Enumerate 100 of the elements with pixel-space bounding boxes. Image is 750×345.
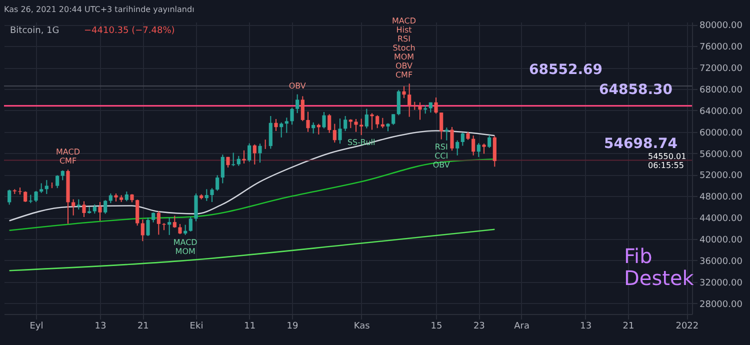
line-series bbox=[8, 228, 496, 272]
y-tick-label: 32000.00 bbox=[700, 278, 743, 288]
x-tick-label: Ara bbox=[514, 322, 530, 332]
candlestick bbox=[300, 96, 304, 122]
x-tick-label: 15 bbox=[430, 322, 442, 332]
ref-line-label: 68552.69 bbox=[529, 62, 603, 78]
candlestick bbox=[402, 86, 406, 99]
candlestick bbox=[56, 174, 60, 189]
candlestick bbox=[258, 143, 262, 164]
candlestick bbox=[216, 174, 220, 192]
y-tick-label: 56000.00 bbox=[700, 150, 743, 160]
candlestick bbox=[184, 224, 188, 236]
y-tick-label: 72000.00 bbox=[700, 64, 743, 74]
candlestick bbox=[306, 111, 310, 132]
candlestick bbox=[268, 116, 272, 150]
candlestick bbox=[328, 114, 332, 134]
x-tick-label: 13 bbox=[580, 322, 592, 332]
candlestick bbox=[104, 200, 108, 214]
x-tick-label: 23 bbox=[473, 322, 485, 332]
candlestick bbox=[332, 123, 336, 144]
candlestick bbox=[344, 116, 348, 132]
candlestick bbox=[98, 202, 102, 222]
annotation: MACD MOM bbox=[173, 238, 198, 256]
annotation: 06:15:55 bbox=[648, 161, 684, 170]
candlestick bbox=[60, 170, 64, 181]
candlestick bbox=[146, 217, 150, 237]
candlestick bbox=[434, 97, 438, 114]
candlestick bbox=[476, 142, 480, 158]
candlestick bbox=[178, 223, 182, 235]
y-tick-label: 44000.00 bbox=[700, 214, 743, 224]
candlestick bbox=[76, 198, 80, 210]
candlestick bbox=[82, 200, 86, 218]
x-tick-label: 2022 bbox=[676, 322, 699, 332]
candlestick bbox=[40, 182, 44, 194]
candlestick bbox=[456, 140, 460, 156]
y-tick-label: 76000.00 bbox=[700, 42, 743, 53]
annotation: Fib Destek bbox=[624, 244, 694, 290]
candlestick bbox=[248, 142, 252, 162]
candlestick bbox=[136, 199, 140, 226]
annotation: MACD Hist RSI Stoch MOM OBV CMF bbox=[392, 16, 416, 80]
candlestick bbox=[290, 107, 294, 126]
chart-subtitle: −4410.35 (−7.48%) bbox=[84, 26, 175, 36]
candlestick bbox=[440, 112, 444, 140]
y-tick-label: 60000.00 bbox=[700, 128, 743, 138]
candlestick bbox=[492, 136, 496, 168]
y-tick-label: 68000.00 bbox=[700, 85, 743, 96]
candlestick bbox=[18, 187, 22, 196]
y-tick-label: 40000.00 bbox=[700, 235, 743, 246]
x-tick-label: 11 bbox=[244, 322, 256, 332]
candlestick bbox=[488, 134, 492, 148]
annotation: MACD CMF bbox=[56, 148, 80, 166]
candlestick bbox=[376, 114, 380, 129]
x-tick-label: Eki bbox=[190, 322, 204, 332]
candlestick bbox=[232, 152, 236, 167]
candlestick bbox=[408, 83, 412, 118]
ref-line-label: 64858.30 bbox=[599, 82, 673, 98]
candlestick bbox=[354, 118, 358, 132]
candlestick bbox=[168, 217, 172, 236]
candlestick bbox=[8, 189, 12, 206]
y-tick-label: 36000.00 bbox=[700, 256, 743, 267]
x-tick-label: Eyl bbox=[30, 322, 44, 332]
annotation: OBV bbox=[288, 81, 306, 90]
y-tick-label: 48000.00 bbox=[700, 192, 743, 203]
candlestick bbox=[412, 101, 416, 110]
candlestick bbox=[396, 90, 400, 116]
candlestick bbox=[472, 135, 476, 156]
candlestick bbox=[194, 192, 198, 222]
x-tick-label: 19 bbox=[286, 322, 298, 332]
x-tick-label: 21 bbox=[137, 322, 149, 332]
candlestick bbox=[156, 210, 160, 236]
candlestick bbox=[44, 180, 48, 194]
candlestick bbox=[338, 118, 342, 144]
candlestick bbox=[312, 122, 316, 134]
candlestick bbox=[34, 190, 38, 203]
x-tick-label: 21 bbox=[622, 322, 634, 332]
candlestick bbox=[444, 127, 448, 141]
candlestick bbox=[392, 114, 396, 126]
candlestick bbox=[280, 122, 284, 138]
candlestick bbox=[92, 204, 96, 214]
candlestick bbox=[418, 102, 422, 120]
chart-title: Bitcoin, 1G bbox=[10, 26, 60, 36]
candlestick bbox=[108, 192, 112, 204]
y-tick-label: 64000.00 bbox=[700, 106, 743, 117]
candlestick bbox=[210, 188, 214, 203]
candlestick bbox=[364, 108, 368, 129]
candlestick bbox=[24, 190, 28, 203]
candlestick bbox=[482, 143, 486, 154]
annotation: RSI CCI OBV bbox=[432, 142, 450, 170]
y-tick-label: 28000.00 bbox=[700, 300, 743, 310]
candlestick bbox=[236, 155, 240, 166]
candlestick bbox=[72, 198, 76, 216]
candlestick bbox=[188, 216, 192, 232]
text: Kas 26, 2021 20:44 UTC+3 tarihinde yayınlandı bbox=[4, 5, 194, 14]
ref-line-label: 54698.74 bbox=[604, 136, 678, 152]
x-tick-label: 13 bbox=[94, 322, 106, 332]
candlestick bbox=[284, 117, 288, 134]
candlestick bbox=[124, 191, 128, 202]
y-tick-label: 80000.00 bbox=[700, 21, 743, 32]
candlestick bbox=[140, 218, 144, 242]
candlestick bbox=[460, 132, 464, 146]
